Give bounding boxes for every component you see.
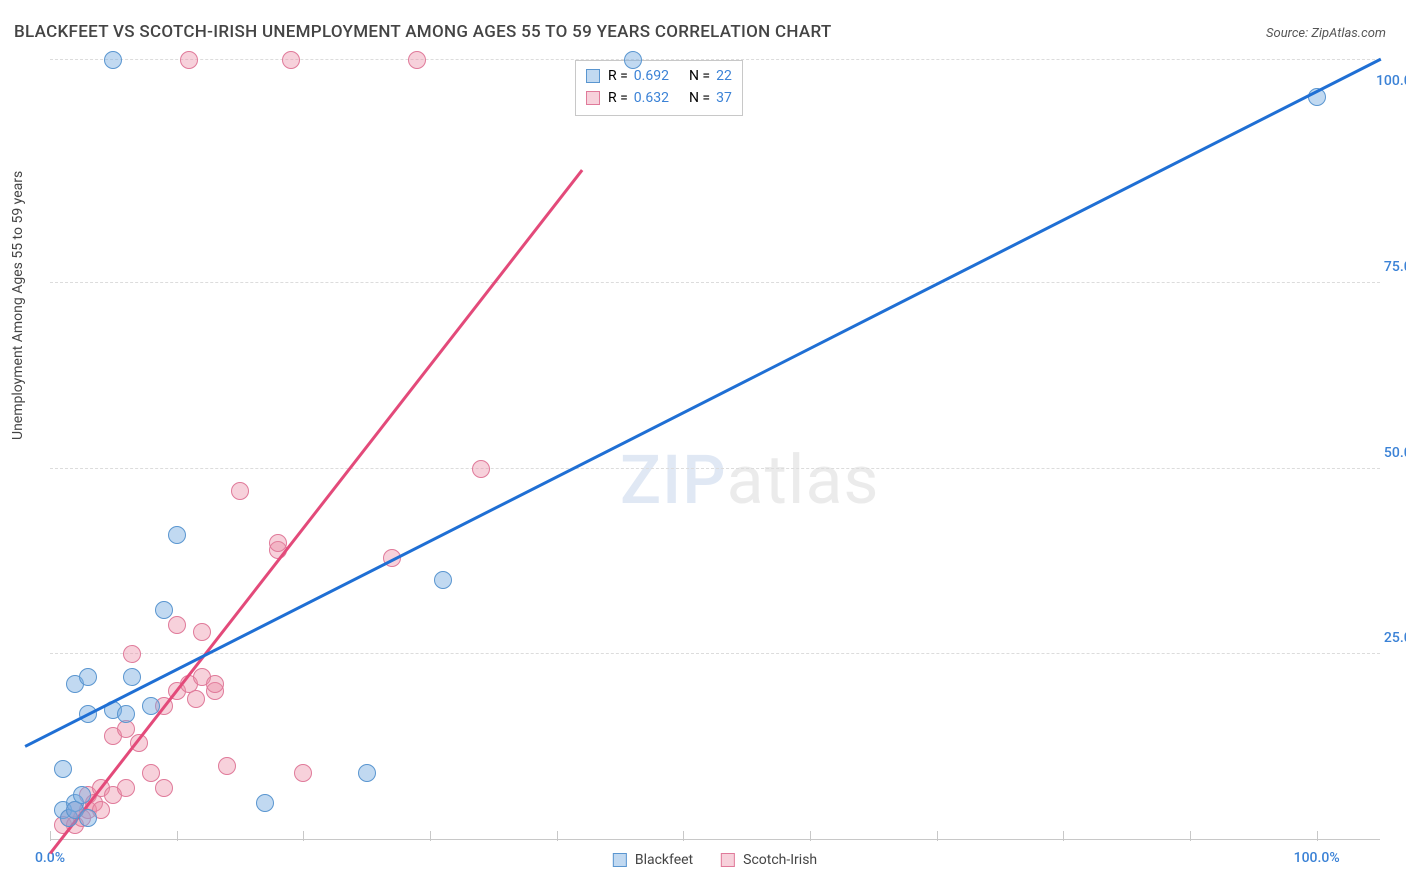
data-point-blackfeet: [256, 794, 274, 812]
legend-item-blackfeet: Blackfeet: [613, 852, 693, 868]
data-point-blackfeet: [79, 809, 97, 827]
trend-line-scotch-irish: [49, 169, 583, 854]
grid-line: [50, 468, 1380, 469]
legend-label-blackfeet: Blackfeet: [635, 852, 693, 868]
r-value-blackfeet: 0.692: [634, 65, 669, 87]
data-point-scotch-irish: [117, 779, 135, 797]
legend-item-scotch-irish: Scotch-Irish: [721, 852, 817, 868]
trend-line-blackfeet: [24, 58, 1380, 747]
data-point-blackfeet: [155, 601, 173, 619]
data-point-scotch-irish: [231, 482, 249, 500]
x-tick: [1063, 831, 1064, 841]
chart-title: BLACKFEET VS SCOTCH-IRISH UNEMPLOYMENT A…: [14, 22, 832, 42]
data-point-scotch-irish: [180, 51, 198, 69]
data-point-blackfeet: [624, 51, 642, 69]
data-point-scotch-irish: [168, 616, 186, 634]
x-tick: [683, 831, 684, 841]
y-tick-label: 100.0%: [1376, 73, 1406, 89]
x-tick: [50, 831, 51, 841]
legend-swatch-blackfeet: [613, 853, 627, 867]
swatch-scotch-irish: [586, 91, 600, 105]
y-tick-label: 50.0%: [1384, 445, 1406, 461]
stats-row-scotch-irish: R = 0.632 N = 37: [586, 87, 732, 109]
data-point-scotch-irish: [187, 690, 205, 708]
swatch-blackfeet: [586, 69, 600, 83]
data-point-blackfeet: [434, 571, 452, 589]
x-tick: [557, 831, 558, 841]
grid-line: [50, 653, 1380, 654]
n-value-scotch-irish: 37: [716, 87, 732, 109]
data-point-scotch-irish: [206, 675, 224, 693]
source-attribution: Source: ZipAtlas.com: [1266, 26, 1386, 41]
data-point-scotch-irish: [218, 757, 236, 775]
legend: Blackfeet Scotch-Irish: [613, 852, 817, 868]
x-axis-line: [50, 839, 1380, 840]
data-point-blackfeet: [73, 786, 91, 804]
data-point-scotch-irish: [282, 51, 300, 69]
x-tick: [1190, 831, 1191, 841]
data-point-blackfeet: [123, 668, 141, 686]
x-tick: [1317, 831, 1318, 841]
grid-line: [50, 282, 1380, 283]
stats-row-blackfeet: R = 0.692 N = 22: [586, 65, 732, 87]
data-point-blackfeet: [54, 760, 72, 778]
data-point-scotch-irish: [193, 623, 211, 641]
data-point-scotch-irish: [294, 764, 312, 782]
y-axis-label: Unemployment Among Ages 55 to 59 years: [10, 171, 26, 440]
data-point-blackfeet: [142, 697, 160, 715]
x-tick: [937, 831, 938, 841]
data-point-scotch-irish: [408, 51, 426, 69]
watermark: ZIPatlas: [620, 440, 880, 520]
x-tick-label: 100.0%: [1294, 850, 1340, 866]
n-value-blackfeet: 22: [716, 65, 732, 87]
grid-line: [50, 59, 1380, 60]
stats-box: R = 0.692 N = 22 R = 0.632 N = 37: [575, 60, 743, 116]
data-point-blackfeet: [79, 668, 97, 686]
data-point-blackfeet: [104, 51, 122, 69]
data-point-blackfeet: [168, 526, 186, 544]
plot-area: ZIPatlas R = 0.692 N = 22 R = 0.632 N = …: [50, 60, 1380, 840]
legend-label-scotch-irish: Scotch-Irish: [743, 852, 817, 868]
data-point-blackfeet: [117, 705, 135, 723]
x-tick: [177, 831, 178, 841]
legend-swatch-scotch-irish: [721, 853, 735, 867]
data-point-scotch-irish: [123, 645, 141, 663]
data-point-scotch-irish: [155, 779, 173, 797]
y-tick-label: 75.0%: [1384, 259, 1406, 275]
x-tick: [430, 831, 431, 841]
data-point-scotch-irish: [142, 764, 160, 782]
data-point-blackfeet: [358, 764, 376, 782]
y-tick-label: 25.0%: [1384, 630, 1406, 646]
x-tick: [303, 831, 304, 841]
r-value-scotch-irish: 0.632: [634, 87, 669, 109]
data-point-scotch-irish: [472, 460, 490, 478]
x-tick: [810, 831, 811, 841]
